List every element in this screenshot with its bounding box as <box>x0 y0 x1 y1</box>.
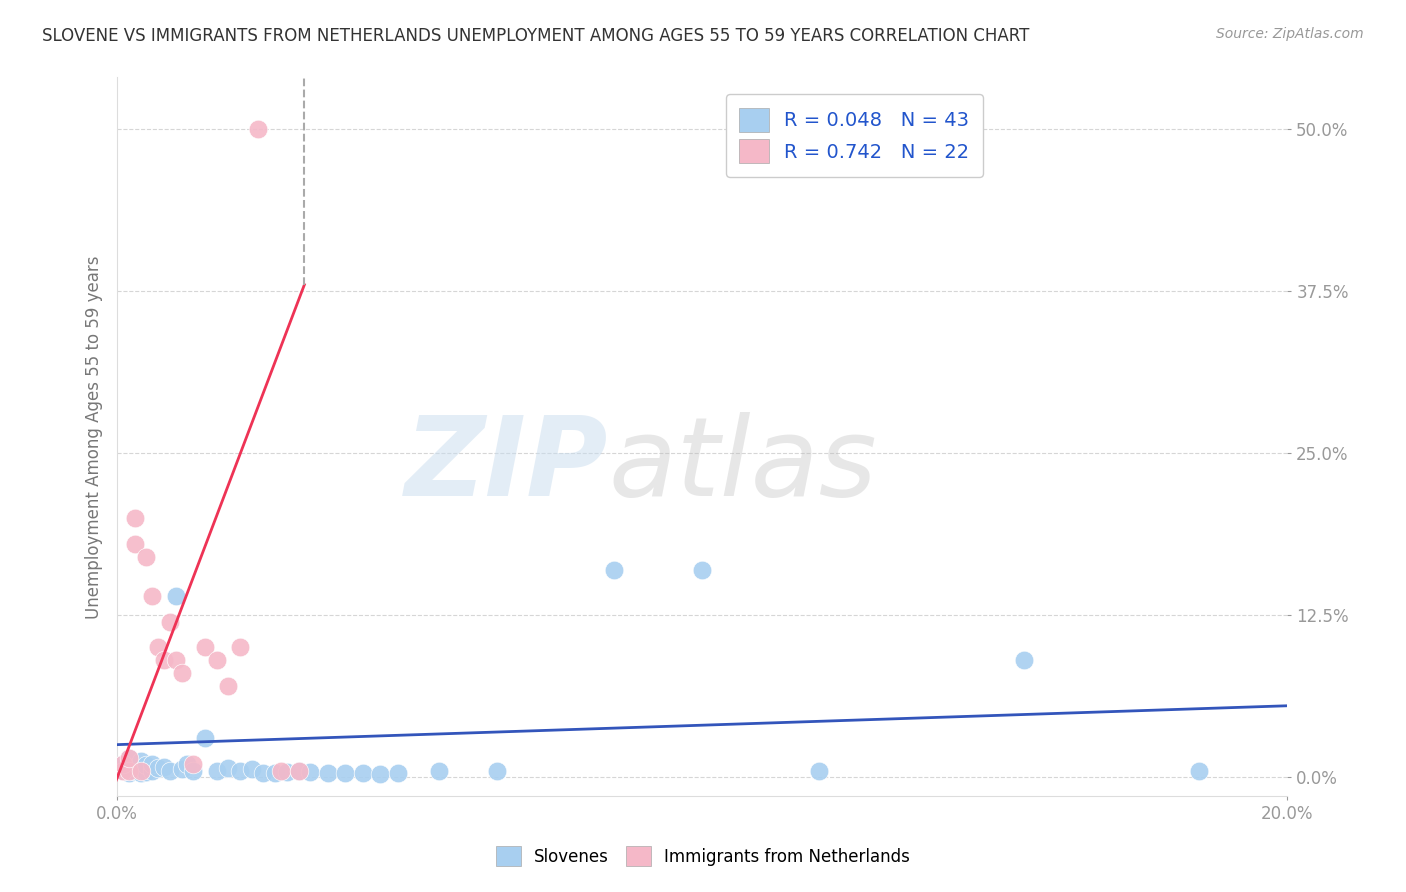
Point <box>287 764 309 778</box>
Point <box>135 758 157 772</box>
Point <box>170 666 193 681</box>
Point <box>240 762 263 776</box>
Point <box>1012 653 1035 667</box>
Point <box>129 755 152 769</box>
Point <box>352 766 374 780</box>
Point <box>194 640 217 655</box>
Point <box>153 759 176 773</box>
Point <box>141 757 163 772</box>
Text: atlas: atlas <box>609 412 877 519</box>
Point <box>276 764 298 779</box>
Point <box>135 764 157 779</box>
Point <box>159 615 181 629</box>
Point <box>387 766 409 780</box>
Point <box>170 762 193 776</box>
Point <box>112 764 135 778</box>
Point <box>808 764 831 778</box>
Point <box>287 764 309 778</box>
Point <box>252 766 274 780</box>
Point <box>335 766 357 780</box>
Point <box>165 589 187 603</box>
Point <box>146 640 169 655</box>
Legend: R = 0.048   N = 43, R = 0.742   N = 22: R = 0.048 N = 43, R = 0.742 N = 22 <box>725 95 983 177</box>
Point <box>118 750 141 764</box>
Point <box>217 761 239 775</box>
Point <box>135 549 157 564</box>
Point <box>124 537 146 551</box>
Point <box>112 757 135 772</box>
Point <box>129 764 152 778</box>
Point <box>194 731 217 746</box>
Point <box>118 766 141 780</box>
Point <box>141 764 163 778</box>
Legend: Slovenes, Immigrants from Netherlands: Slovenes, Immigrants from Netherlands <box>488 838 918 875</box>
Point <box>299 764 322 779</box>
Point <box>316 766 339 780</box>
Point <box>205 764 228 778</box>
Point <box>486 764 509 778</box>
Point <box>427 764 450 778</box>
Point <box>141 589 163 603</box>
Point <box>181 764 204 778</box>
Point <box>159 764 181 778</box>
Point <box>124 511 146 525</box>
Y-axis label: Unemployment Among Ages 55 to 59 years: Unemployment Among Ages 55 to 59 years <box>86 255 103 619</box>
Point <box>176 757 198 772</box>
Text: SLOVENE VS IMMIGRANTS FROM NETHERLANDS UNEMPLOYMENT AMONG AGES 55 TO 59 YEARS CO: SLOVENE VS IMMIGRANTS FROM NETHERLANDS U… <box>42 27 1029 45</box>
Point <box>165 653 187 667</box>
Point <box>153 653 176 667</box>
Point <box>229 640 252 655</box>
Point <box>112 764 135 778</box>
Point <box>129 766 152 780</box>
Point <box>124 764 146 778</box>
Point <box>118 750 141 764</box>
Point <box>1188 764 1211 778</box>
Point <box>112 757 135 772</box>
Point <box>124 759 146 773</box>
Point <box>205 653 228 667</box>
Point <box>370 767 392 781</box>
Point <box>264 766 287 780</box>
Text: Source: ZipAtlas.com: Source: ZipAtlas.com <box>1216 27 1364 41</box>
Point <box>229 764 252 778</box>
Point <box>181 757 204 772</box>
Point <box>118 764 141 778</box>
Point <box>118 759 141 773</box>
Point <box>146 761 169 775</box>
Point <box>270 764 292 778</box>
Point <box>690 563 713 577</box>
Text: ZIP: ZIP <box>405 412 609 519</box>
Point <box>246 122 269 136</box>
Point <box>129 762 152 776</box>
Point <box>217 679 239 693</box>
Point <box>603 563 626 577</box>
